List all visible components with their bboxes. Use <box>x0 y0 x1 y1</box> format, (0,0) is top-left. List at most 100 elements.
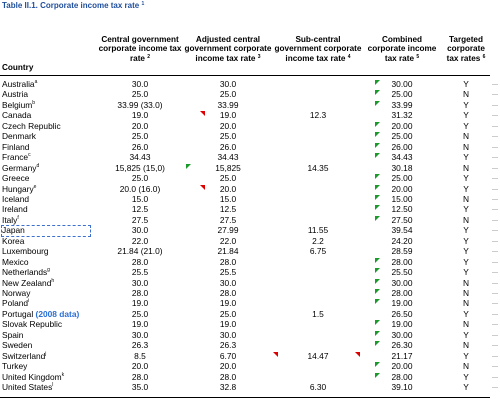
cell: 15,825 <box>215 162 241 173</box>
cell: 30.00 <box>391 329 413 340</box>
cell: 25.00 <box>391 89 413 100</box>
country: Ireland <box>2 204 28 215</box>
row-tick <box>492 282 498 284</box>
selection-box <box>1 224 91 237</box>
cell: 25.0 <box>219 131 237 142</box>
cell: Y <box>463 382 469 393</box>
comment-marker <box>375 330 380 336</box>
column-header: Country <box>2 63 33 72</box>
cell: N <box>462 131 470 142</box>
cell: 20.0 <box>219 120 237 131</box>
footer-rule <box>0 397 490 398</box>
country-cell: Finland <box>2 142 29 152</box>
header-text: Targeted corporate tax rates <box>446 35 485 63</box>
row-tick <box>492 345 498 347</box>
cell: 19.0 <box>219 319 237 330</box>
comment-marker <box>186 163 191 169</box>
cell: 28.00 <box>391 371 413 382</box>
cell: 33.99 <box>391 99 413 110</box>
cell: 2.2 <box>312 235 324 246</box>
header-text: Country <box>2 63 34 72</box>
cell: 19.00 <box>391 298 413 309</box>
cell: 20.00 <box>391 183 413 194</box>
comment-marker <box>375 289 380 294</box>
cell: 22.0 <box>131 235 149 246</box>
cell: 20.00 <box>391 120 413 131</box>
cell: Y <box>463 308 469 319</box>
cell: 20.00 <box>391 361 413 372</box>
cell: 25.0 <box>219 173 237 184</box>
row-tick <box>492 178 498 180</box>
country: Korea <box>2 235 25 246</box>
row-tick <box>492 251 498 253</box>
country-cell: Ireland <box>2 204 28 214</box>
cell: 25.0 <box>131 173 149 184</box>
comment-marker <box>375 341 380 347</box>
country-cell: Hungarye <box>2 184 36 194</box>
row-tick <box>492 230 498 232</box>
cell: 34.43 <box>129 152 151 163</box>
cell: 26.3 <box>219 340 237 351</box>
country-note: h <box>51 277 55 284</box>
header-text: Combined corporate income tax rate <box>367 35 437 63</box>
comment-marker <box>375 90 380 96</box>
cell: 15.00 <box>391 193 413 204</box>
cell: 26.50 <box>391 308 413 319</box>
cell: 19.0 <box>131 110 149 121</box>
header-note: 5 <box>416 53 420 60</box>
cell: 20.0 <box>219 183 237 194</box>
cell: 28.59 <box>391 246 413 257</box>
comment-marker <box>375 362 380 368</box>
country-note: f <box>17 214 19 221</box>
country-cell: Netherlandsg <box>2 267 50 277</box>
comment-marker <box>375 100 380 106</box>
cell: 26.00 <box>391 141 413 152</box>
country: Austria <box>2 89 29 100</box>
country-cell: Mexico <box>2 257 29 267</box>
column-header: Targeted corporate tax rates 6 <box>441 35 491 63</box>
row-tick <box>492 125 498 127</box>
cell: 33.99 (33.0) <box>117 99 163 110</box>
cell: 27.5 <box>219 214 237 225</box>
cell: N <box>462 319 470 330</box>
cell: 25.50 <box>391 267 413 278</box>
country-cell: Czech Republic <box>2 121 61 131</box>
country: Portugal <box>2 308 34 319</box>
country-cell: Australiaa <box>2 79 37 89</box>
country: Netherlands <box>2 267 48 278</box>
country-note: b <box>32 99 36 106</box>
country: Italy <box>2 214 18 225</box>
cell: 25.0 <box>131 89 149 100</box>
comment-marker <box>375 299 380 305</box>
cell: 25.5 <box>219 267 237 278</box>
cell: 34.43 <box>391 152 413 163</box>
country: Sweden <box>2 340 33 351</box>
country-cell: Turkey <box>2 361 27 371</box>
country: France <box>2 152 29 163</box>
cell: 39.10 <box>391 382 413 393</box>
country-cell: Portugal (2008 data) <box>2 309 79 319</box>
cell: 6.30 <box>309 382 327 393</box>
row-tick <box>492 261 498 263</box>
cell: 28.0 <box>219 256 237 267</box>
cell: Y <box>463 371 469 382</box>
country-cell: United Statesl <box>2 382 53 392</box>
country-cell: Canada <box>2 110 31 120</box>
country-cell: Belgiumb <box>2 100 35 110</box>
comment-marker <box>375 372 380 378</box>
cell: 25.0 <box>131 308 149 319</box>
cell: Y <box>463 183 469 194</box>
country-note: d <box>36 162 40 169</box>
cell: Y <box>463 110 469 121</box>
cell: 30.0 <box>131 225 149 236</box>
cell: 32.8 <box>219 382 237 393</box>
cell: 27.5 <box>131 214 149 225</box>
cell: 19.0 <box>219 110 237 121</box>
cell: 30.0 <box>131 277 149 288</box>
cell: 20.0 <box>131 120 149 131</box>
cell: N <box>462 193 470 204</box>
cell: 27.99 <box>217 225 239 236</box>
cell: 22.0 <box>219 235 237 246</box>
country: Poland <box>2 298 29 309</box>
